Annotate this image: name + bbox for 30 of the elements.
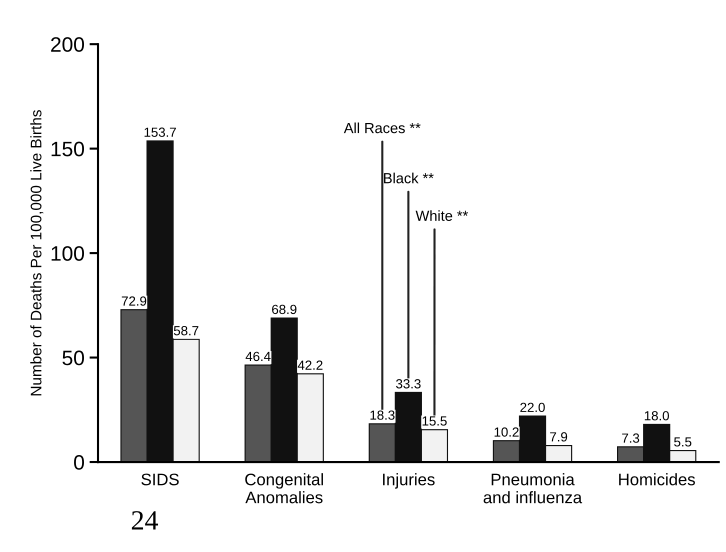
x-tick-label: Injuries [383, 473, 435, 489]
y-tick-label: 100 [52, 246, 84, 261]
y-tick-label: 150 [52, 142, 84, 156]
y-tick-label: 200 [51, 37, 84, 52]
y-tick-label: 50 [62, 350, 84, 366]
data-label: 72.9 [122, 296, 146, 306]
text: All Races ** [344, 122, 421, 134]
data-label: 10.2 [494, 427, 519, 437]
data-label: 42.2 [298, 360, 322, 370]
x-tick-label: Homicides [619, 473, 695, 486]
data-label: 5.5 [674, 437, 692, 447]
text: White ** [416, 210, 468, 221]
data-label: 7.3 [622, 433, 640, 443]
x-tick-label: SIDS [141, 474, 179, 486]
data-label: 22.0 [520, 402, 545, 412]
y-axis-title: Number of Deaths Per 100,000 Live Births [30, 110, 44, 396]
data-label: 15.5 [422, 416, 447, 426]
data-label: 33.3 [396, 379, 421, 388]
data-label: 68.9 [272, 304, 296, 314]
text: 24 [132, 511, 158, 530]
y-tick-label: 0 [74, 455, 84, 470]
data-label: 7.9 [550, 432, 568, 442]
data-label: 153.7 [144, 128, 176, 137]
data-label: 18.0 [644, 411, 669, 420]
data-label: 18.3 [370, 410, 395, 420]
text: Black ** [384, 172, 434, 184]
data-label: 58.7 [174, 326, 198, 336]
x-tick-label: Congenital Anomalies [245, 473, 323, 504]
data-label: 46.4 [246, 352, 271, 362]
x-tick-label: Pneumonia and influenza [484, 473, 582, 504]
